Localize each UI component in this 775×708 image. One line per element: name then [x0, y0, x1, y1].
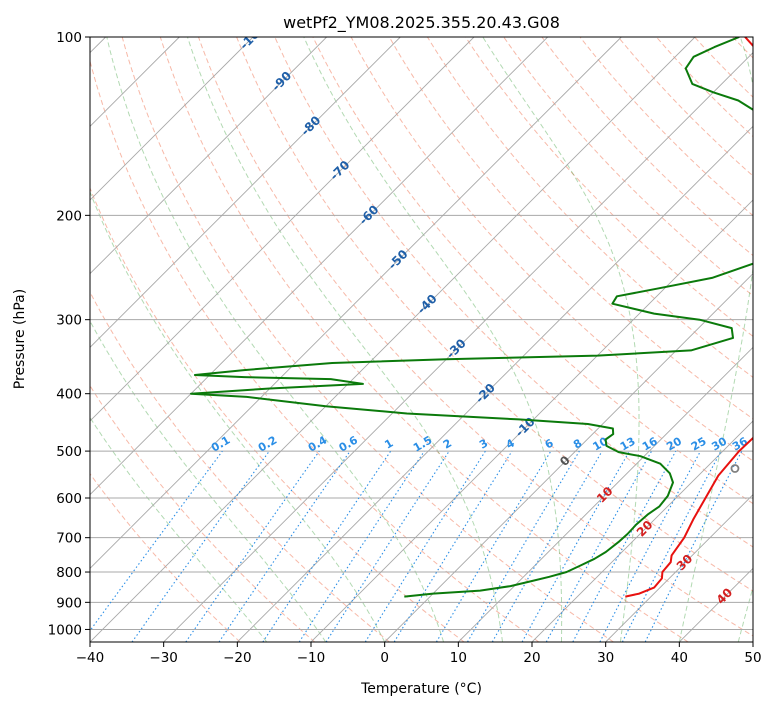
isotherm-gridline: [531, 420, 753, 642]
y-tick-label: 1000: [48, 622, 82, 638]
plot-background: [90, 37, 753, 642]
plot-frame: [89, 36, 754, 643]
isotherm-gridline: [605, 494, 753, 642]
x-axis-label: Temperature (°C): [360, 681, 482, 697]
isotherm-gridline: [90, 37, 548, 496]
isotherm-gridline: [163, 52, 753, 642]
isotherm-gridline: [90, 37, 622, 569]
y-tick-label: 900: [56, 595, 82, 611]
mixing-ratio-line: [218, 450, 351, 642]
dry-adiabat: [465, 37, 753, 337]
mixing-ratio-line: [185, 450, 320, 642]
chart-title: wetPf2_YM08.2025.355.20.43.G08: [283, 13, 560, 33]
dry-adiabat: [274, 37, 753, 548]
moist-adiabat: [90, 416, 268, 642]
isotherm-gridline: [90, 37, 475, 422]
dry-adiabat: [159, 37, 689, 642]
dry-adiabat: [90, 472, 241, 642]
moist-adiabat: [187, 37, 503, 642]
moist-adiabat: [106, 37, 445, 642]
isotherm-gridline: [384, 273, 753, 642]
isotherm-gridline: [90, 37, 254, 201]
x-tick-label: −20: [223, 650, 252, 666]
y-tick-label: 700: [56, 531, 82, 547]
x-tick-label: 30: [597, 650, 614, 666]
mixing-ratio-line: [545, 450, 653, 642]
y-axis-label: Pressure (hPa): [12, 289, 28, 389]
dry-adiabat: [90, 186, 465, 642]
moist-adiabat: [482, 37, 640, 642]
y-tick-label: 300: [56, 313, 82, 329]
moist-adiabat: [90, 190, 386, 642]
mixing-ratio-line: [131, 450, 270, 642]
dry-adiabat: [236, 37, 753, 592]
y-tick-label: 600: [56, 491, 82, 507]
dry-adiabat: [90, 59, 540, 642]
isotherm-gridline: [458, 346, 753, 642]
y-tick-label: 200: [56, 208, 82, 224]
dry-adiabat: [90, 291, 390, 642]
dry-adiabat: [426, 37, 753, 378]
mixing-ratio-line: [572, 450, 677, 642]
y-tick-label: 500: [56, 444, 82, 460]
y-tick-label: 800: [56, 565, 82, 581]
dry-adiabat: [579, 37, 753, 217]
dry-adiabat: [312, 37, 753, 505]
sounding-profiles: [190, 37, 753, 598]
dry-adiabat: [90, 384, 316, 642]
plot-area: -100-90-80-70-60-50-40-30-20-10010203040…: [89, 36, 754, 643]
mixing-ratio-line: [325, 450, 450, 642]
isotherm-gridline: [90, 37, 401, 348]
isotherm-gridline: [310, 199, 753, 642]
x-tick-label: 10: [450, 650, 467, 666]
x-tick-label: 40: [671, 650, 688, 666]
dry-adiabat: [121, 37, 614, 642]
x-tick-label: −30: [149, 650, 178, 666]
x-axis-ticks: −40 −30 −20 −10 0 10 20 30 40 50: [76, 642, 762, 666]
mixing-ratio-line: [521, 450, 630, 642]
x-tick-label: −10: [297, 650, 326, 666]
mixing-ratio-line: [262, 450, 392, 642]
y-axis-ticks: 100 200 300 400 500 600 700 800 900 1000: [48, 30, 90, 638]
moist-adiabat: [303, 37, 563, 642]
moist-adiabat: [737, 585, 753, 642]
y-tick-label: 100: [56, 30, 82, 46]
mixing-ratio-line: [393, 450, 513, 642]
x-tick-label: −40: [76, 650, 105, 666]
moist-adiabat: [678, 37, 753, 642]
isotherm-gridline: [90, 37, 696, 642]
x-tick-label: 20: [523, 650, 540, 666]
x-tick-label: 50: [744, 650, 761, 666]
mixing-ratio-line: [90, 450, 223, 632]
isotherm-gridline: [90, 37, 327, 275]
parcel-start-marker: [730, 464, 740, 473]
moist-adiabat: [90, 320, 327, 642]
dry-adiabat: [350, 37, 753, 462]
mixing-ratio-line: [298, 450, 425, 642]
dewpoint-line: [190, 37, 753, 598]
x-tick-label: 0: [380, 650, 389, 666]
background-lines: [90, 37, 753, 642]
mixing-ratio-line: [644, 450, 743, 642]
isotherm-gridline: [237, 125, 753, 642]
y-tick-label: 400: [56, 387, 82, 403]
temperature-line: [625, 37, 753, 598]
